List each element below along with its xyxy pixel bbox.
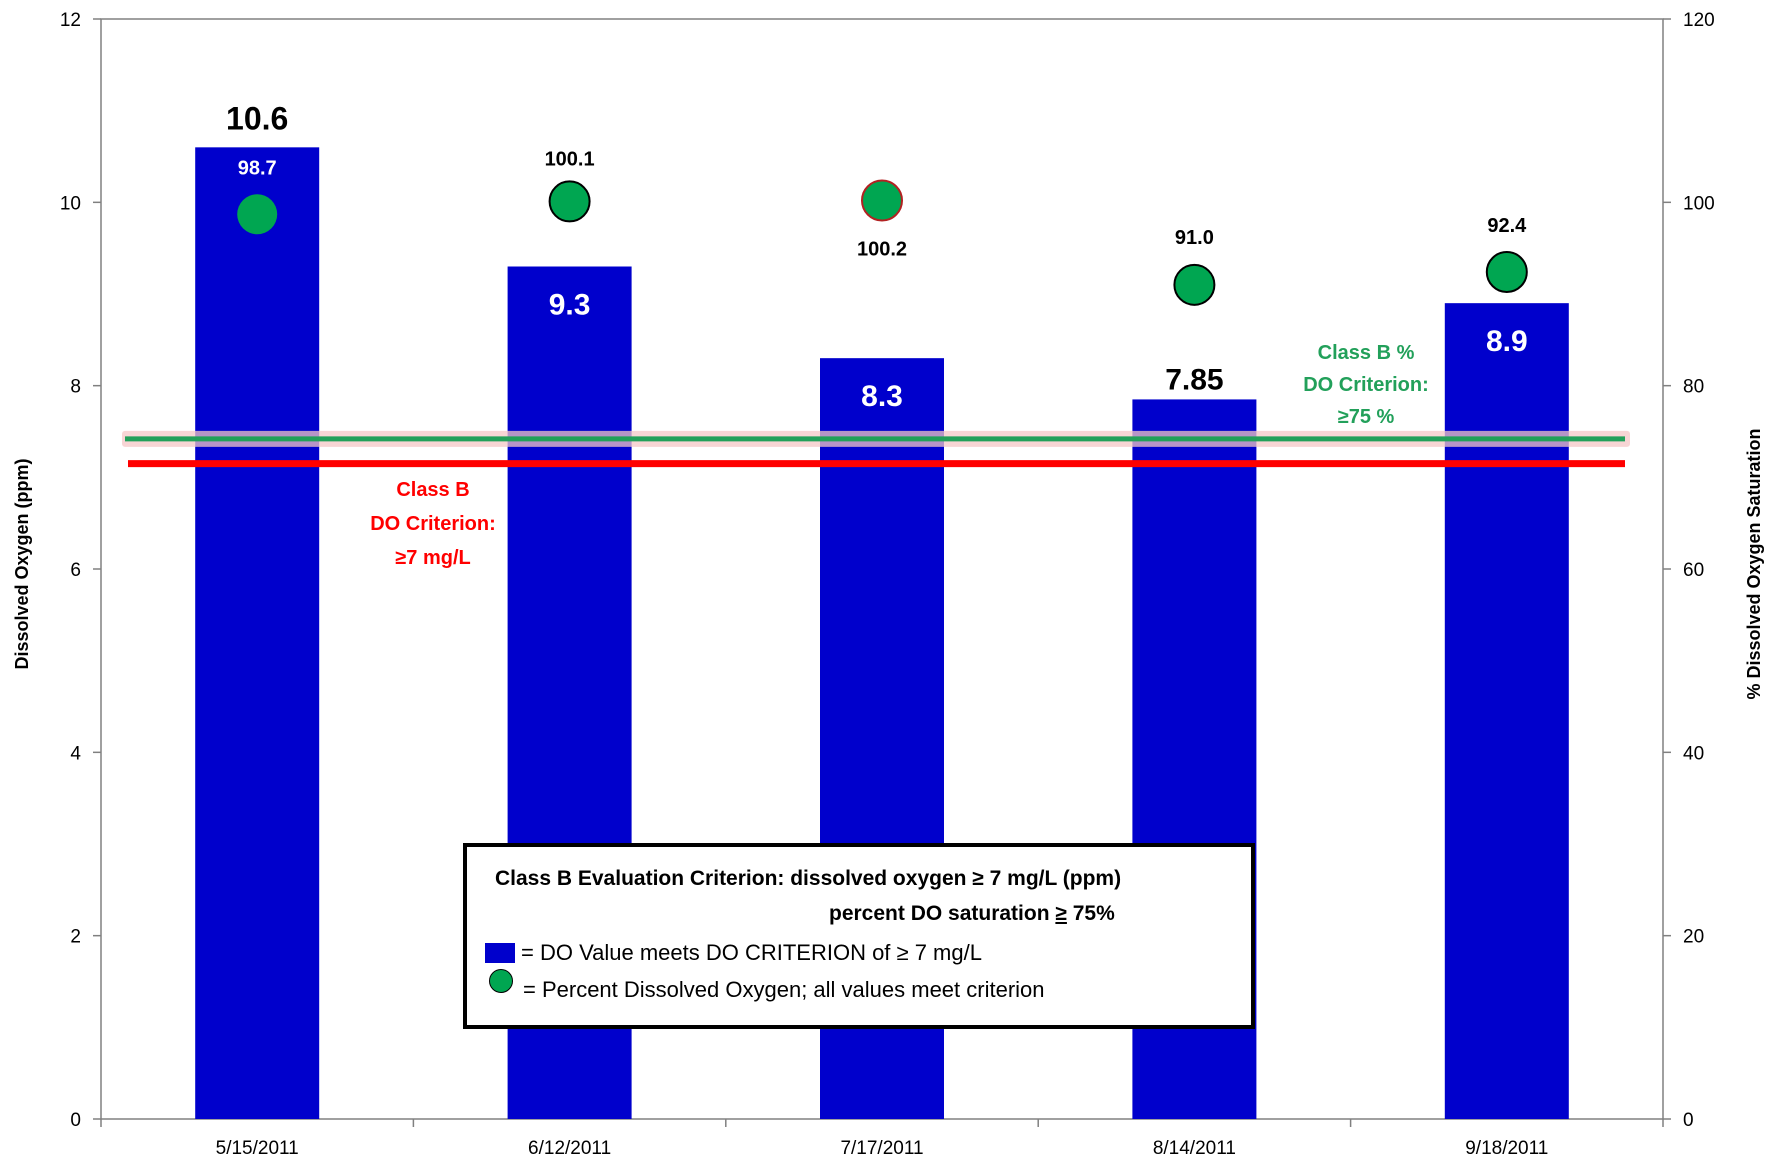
legend-dot-label: = Percent Dissolved Oxygen; all values m…	[523, 977, 1045, 1002]
bar	[1444, 303, 1569, 1120]
saturation-dots	[237, 179, 1528, 306]
red-criterion-label: DO Criterion:	[370, 513, 496, 535]
x-tick-label: 5/15/2011	[216, 1138, 299, 1159]
saturation-dot	[1485, 251, 1528, 293]
saturation-dot	[861, 179, 903, 222]
legend-dot-swatch	[489, 969, 513, 993]
y2-tick-label: 80	[1683, 377, 1704, 398]
green-criterion-label: DO Criterion:	[1303, 374, 1429, 396]
legend-entry-bar: = DO Value meets DO CRITERION of ≥ 7 mg/…	[485, 940, 982, 966]
bar-value-label: 9.3	[549, 289, 591, 322]
saturation-value-label: 100.1	[545, 148, 595, 170]
green-criterion-label: Class B %	[1318, 342, 1415, 364]
y2-tick-label: 60	[1683, 560, 1704, 581]
bars	[195, 147, 1569, 1120]
legend-subtitle: percent DO saturation ≥ 75%	[829, 902, 1115, 926]
bar-value-label: 8.3	[861, 380, 903, 413]
legend-subtitle-suffix: 75%	[1066, 902, 1115, 925]
saturation-value-label: 91.0	[1175, 227, 1214, 249]
y-tick-label: 10	[60, 193, 81, 214]
x-tick-label: 9/18/2011	[1465, 1138, 1548, 1159]
legend: Class B Evaluation Criterion: dissolved …	[463, 843, 1255, 1029]
legend-entry-dot: = Percent Dissolved Oxygen; all values m…	[485, 969, 1045, 1003]
saturation-dot	[548, 180, 591, 223]
legend-subtitle-prefix: percent DO saturation	[829, 902, 1056, 925]
y-tick-label: 0	[70, 1110, 81, 1131]
green-criterion-label: ≥75 %	[1338, 406, 1395, 428]
saturation-value-label: 100.2	[857, 239, 907, 261]
y-tick-label: 4	[70, 743, 81, 764]
x-tick-label: 8/14/2011	[1153, 1138, 1236, 1159]
saturation-dot	[237, 194, 278, 235]
y-tick-label: 12	[60, 10, 81, 31]
legend-bar-swatch	[485, 943, 515, 963]
y2-tick-label: 0	[1683, 1110, 1694, 1131]
legend-bar-label: = DO Value meets DO CRITERION of ≥ 7 mg/…	[521, 940, 982, 965]
y-tick-label: 2	[70, 927, 81, 948]
y2-tick-label: 100	[1683, 193, 1715, 214]
y-tick-label: 6	[70, 560, 81, 581]
red-criterion-label: Class B	[396, 479, 469, 501]
saturation-value-label: 92.4	[1487, 215, 1527, 237]
y2-axis-title: % Dissolved Oxygen Saturation	[1744, 428, 1764, 699]
bar-value-label: 10.6	[226, 100, 288, 136]
legend-subtitle-symbol: ≥	[1055, 902, 1067, 925]
data-labels: Class B DO Criterion: ≥7 mg/L Class B % DO C…	[226, 100, 1528, 569]
x-tick-label: 6/12/2011	[528, 1138, 611, 1159]
saturation-dot	[1173, 263, 1216, 306]
y-axis-title: Dissolved Oxygen (ppm)	[12, 458, 32, 669]
y2-tick-label: 40	[1683, 743, 1704, 764]
bar-value-label: 8.9	[1486, 325, 1528, 358]
bar-value-label: 7.85	[1165, 363, 1223, 396]
y-tick-label: 8	[70, 377, 81, 398]
y2-tick-label: 120	[1683, 10, 1715, 31]
saturation-value-label: 98.7	[238, 157, 277, 179]
legend-title: Class B Evaluation Criterion: dissolved …	[495, 867, 1122, 890]
criterion-lines	[122, 430, 1630, 468]
red-criterion-label: ≥7 mg/L	[395, 547, 470, 569]
y2-tick-label: 20	[1683, 927, 1704, 948]
bar	[195, 147, 320, 1120]
x-tick-label: 7/17/2011	[840, 1138, 923, 1159]
